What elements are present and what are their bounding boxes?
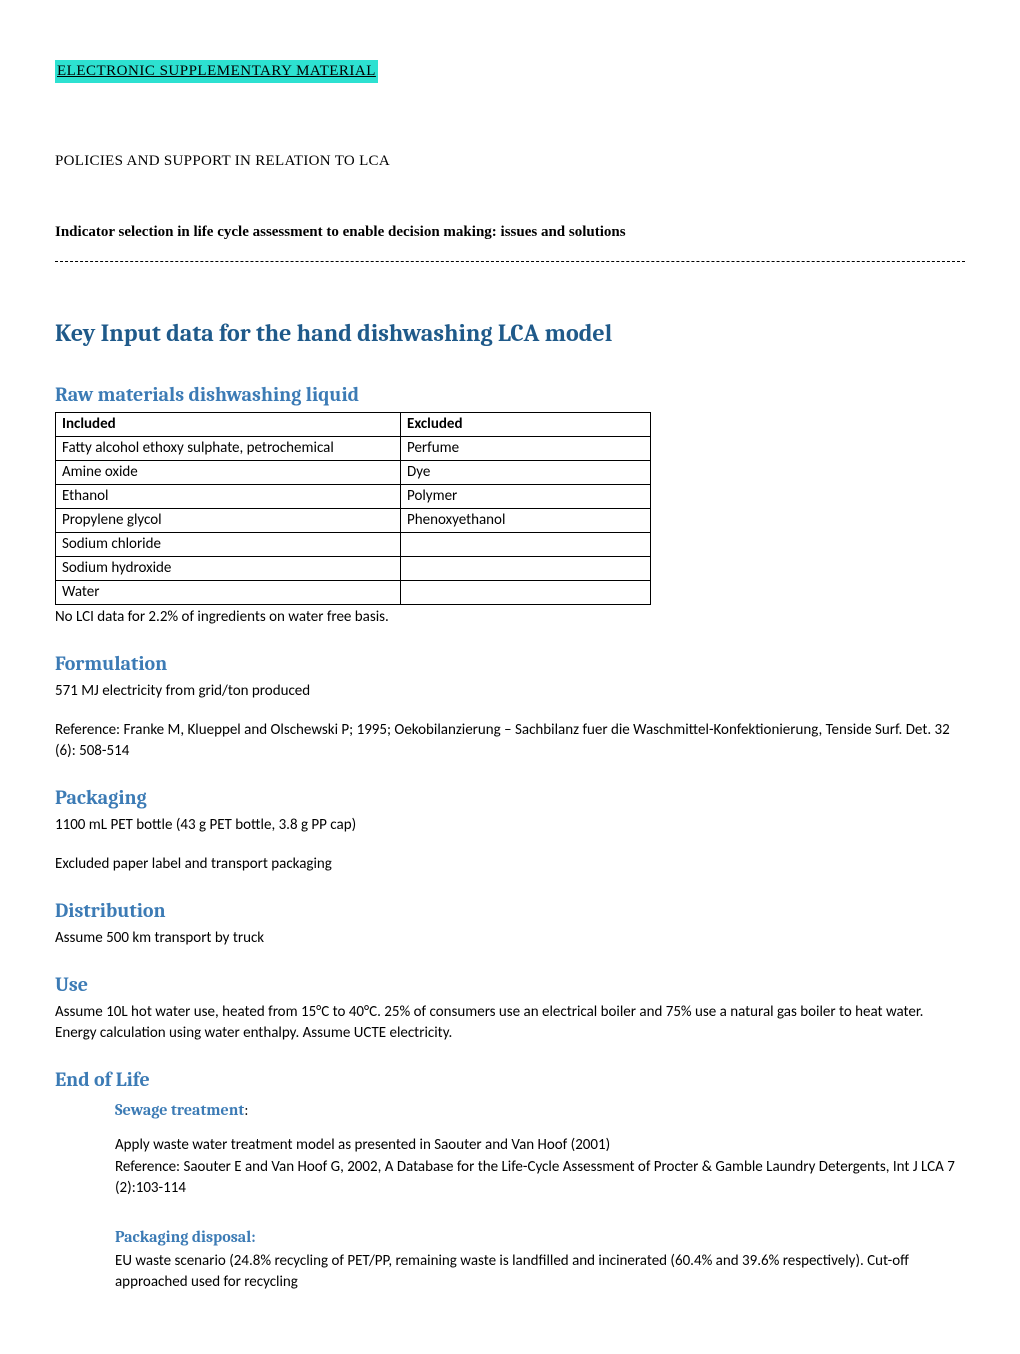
- table-cell: Perfume: [401, 436, 651, 460]
- table-cell: Sodium hydroxide: [56, 556, 401, 580]
- table-cell: Amine oxide: [56, 460, 401, 484]
- sewage-text-1: Apply waste water treatment model as pre…: [115, 1135, 965, 1157]
- table-row: Propylene glycol Phenoxyethanol: [56, 508, 651, 532]
- table-cell: Polymer: [401, 484, 651, 508]
- table-cell: Dye: [401, 460, 651, 484]
- distribution-text: Assume 500 km transport by truck: [55, 928, 965, 949]
- table-row: Water: [56, 580, 651, 604]
- formulation-reference: Reference: Franke M, Klueppel and Olsche…: [55, 720, 965, 762]
- table-header-included: Included: [56, 412, 401, 436]
- table-note: No LCI data for 2.2% of ingredients on w…: [55, 607, 965, 628]
- formulation-text: 571 MJ electricity from grid/ton produce…: [55, 681, 965, 702]
- table-header-excluded: Excluded: [401, 412, 651, 436]
- subsection-heading-sewage: Sewage treatment:: [115, 1099, 965, 1121]
- table-cell: Sodium chloride: [56, 532, 401, 556]
- packaging-text-2: Excluded paper label and transport packa…: [55, 854, 965, 875]
- section-heading-raw-materials: Raw materials dishwashing liquid: [55, 381, 965, 409]
- use-text: Assume 10L hot water use, heated from 15…: [55, 1002, 965, 1044]
- page-title: Key Input data for the hand dishwashing …: [55, 317, 965, 351]
- packaging-disposal-text: EU waste scenario (24.8% recycling of PE…: [115, 1251, 965, 1295]
- section-heading-eol: End of Life: [55, 1066, 965, 1094]
- category-line: POLICIES AND SUPPORT IN RELATION TO LCA: [55, 151, 965, 172]
- table-cell: [401, 556, 651, 580]
- divider-dashed: [55, 261, 965, 262]
- section-heading-packaging: Packaging: [55, 784, 965, 812]
- raw-materials-table: Included Excluded Fatty alcohol ethoxy s…: [55, 412, 651, 605]
- section-heading-use: Use: [55, 971, 965, 999]
- table-row: Amine oxide Dye: [56, 460, 651, 484]
- section-heading-formulation: Formulation: [55, 650, 965, 678]
- table-cell: Ethanol: [56, 484, 401, 508]
- supplementary-header: ELECTRONIC SUPPLEMENTARY MATERIAL: [55, 60, 378, 83]
- table-row: Ethanol Polymer: [56, 484, 651, 508]
- table-row: Sodium chloride: [56, 532, 651, 556]
- table-cell: Propylene glycol: [56, 508, 401, 532]
- table-header-row: Included Excluded: [56, 412, 651, 436]
- eol-sewage-block: Sewage treatment: Apply waste water trea…: [115, 1099, 965, 1295]
- table-cell: Phenoxyethanol: [401, 508, 651, 532]
- table-cell: Water: [56, 580, 401, 604]
- article-title: Indicator selection in life cycle assess…: [55, 222, 965, 243]
- section-heading-distribution: Distribution: [55, 897, 965, 925]
- table-cell: [401, 580, 651, 604]
- sewage-text-2: Reference: Saouter E and Van Hoof G, 200…: [115, 1157, 965, 1201]
- table-row: Sodium hydroxide: [56, 556, 651, 580]
- packaging-text-1: 1100 mL PET bottle (43 g PET bottle, 3.8…: [55, 815, 965, 836]
- subsection-heading-packaging-disposal: Packaging disposal:: [115, 1226, 965, 1248]
- table-cell: Fatty alcohol ethoxy sulphate, petrochem…: [56, 436, 401, 460]
- table-cell: [401, 532, 651, 556]
- table-row: Fatty alcohol ethoxy sulphate, petrochem…: [56, 436, 651, 460]
